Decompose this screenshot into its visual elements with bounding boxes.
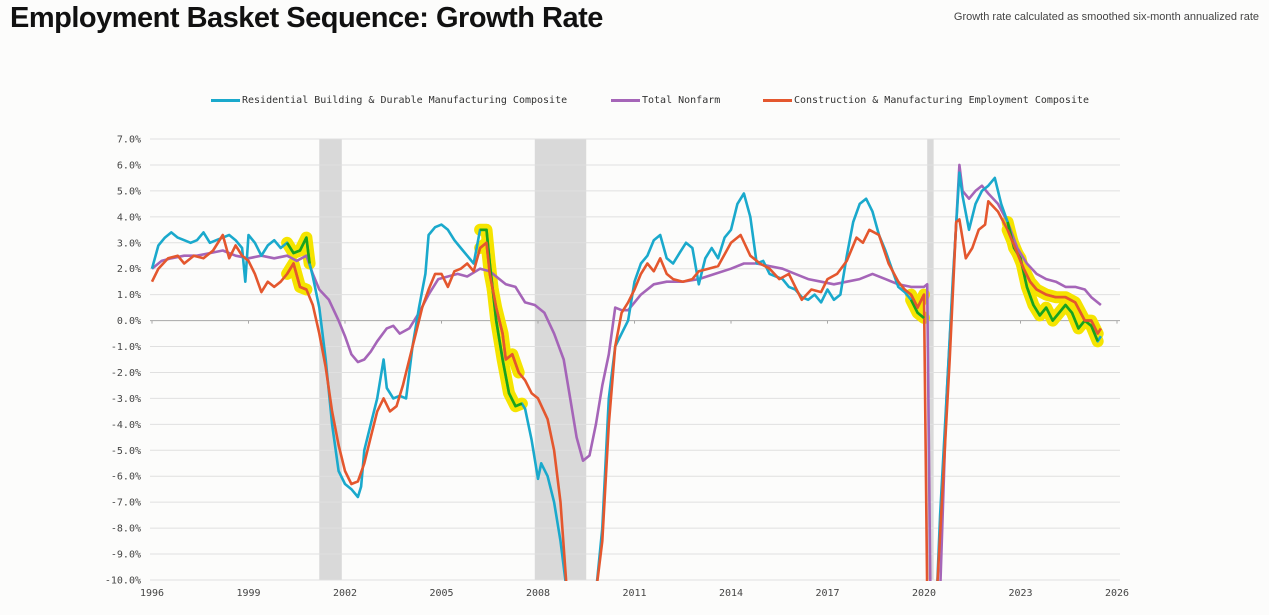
signal-segment (909, 299, 925, 320)
x-axis-ticks: 1996 1999 2002 2005 2008 2011 2014 2017 2020 2023… (140, 320, 1129, 599)
signal-segment (285, 236, 311, 264)
legend: Residential Building & Durable Manufactu… (0, 95, 1269, 111)
legend-swatch (211, 99, 240, 102)
series-line-overlay (1006, 229, 1099, 335)
y-tick-label: -6.0% (111, 472, 141, 483)
y-tick-label: 1.0% (117, 290, 141, 301)
y-tick-label: -2.0% (111, 368, 141, 379)
legend-item-residential: Residential Building & Durable Manufactu… (211, 95, 567, 106)
x-tick-label: 2017 (815, 588, 839, 599)
y-tick-label: -3.0% (111, 394, 141, 405)
series-lines (150, 163, 1103, 581)
highlight-halo (474, 236, 525, 379)
y-tick-label: 5.0% (117, 186, 141, 197)
x-tick-label: 2011 (622, 588, 646, 599)
legend-item-total-nonfarm: Total Nonfarm (611, 95, 720, 106)
x-tick-label: 2008 (526, 588, 550, 599)
x-tick-label: 2014 (719, 588, 743, 599)
series-line (151, 249, 932, 581)
x-tick-label: 2023 (1008, 588, 1032, 599)
x-tick-label: 2005 (429, 588, 453, 599)
y-tick-label: 4.0% (117, 212, 141, 223)
legend-label: Total Nonfarm (642, 95, 721, 106)
recession-band (319, 139, 342, 580)
y-tick-label: -4.0% (111, 420, 141, 431)
legend-label: Construction & Manufacturing Employment … (794, 95, 1090, 106)
chart-subtitle: Growth rate calculated as smoothed six-m… (953, 11, 1259, 23)
x-tick-label: 1999 (236, 588, 260, 599)
recession-band (927, 139, 934, 580)
legend-label: Residential Building & Durable Manufactu… (242, 95, 568, 106)
y-tick-label: 6.0% (117, 160, 141, 171)
y-tick-label: -5.0% (111, 446, 141, 457)
signal-segment (480, 228, 523, 408)
x-tick-label: 2026 (1105, 588, 1129, 599)
legend-item-construction: Construction & Manufacturing Employment … (763, 95, 1089, 106)
series-line-overlay (285, 262, 307, 291)
series-line (939, 163, 1102, 581)
y-tick-label: -9.0% (111, 550, 141, 561)
y-tick-label: -10.0% (105, 576, 141, 587)
y-tick-label: 3.0% (117, 238, 141, 249)
x-tick-label: 1996 (140, 588, 164, 599)
y-tick-label: 7.0% (117, 135, 141, 146)
x-tick-label: 2002 (333, 588, 357, 599)
y-tick-label: -7.0% (111, 498, 141, 509)
series-line-overlay (909, 294, 926, 309)
legend-swatch (611, 99, 640, 102)
y-axis-ticks: 7.0% 6.0% 5.0% 4.0% 3.0% 2.0% 1.0% 0.0% -1.0% -2.… (105, 135, 141, 587)
x-tick-label: 2020 (912, 588, 936, 599)
y-tick-label: -8.0% (111, 524, 141, 535)
y-tick-label: -1.0% (111, 342, 141, 353)
chart-title: Employment Basket Sequence: Growth Rate (10, 2, 603, 34)
y-tick-label: 0.0% (117, 316, 141, 327)
legend-swatch (763, 99, 792, 102)
series-line-overlay (479, 241, 520, 373)
y-tick-label: 2.0% (117, 264, 141, 275)
